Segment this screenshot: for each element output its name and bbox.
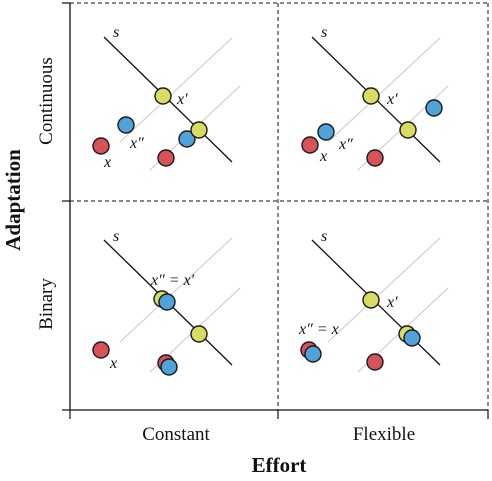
s-label: s — [113, 228, 119, 245]
yellow-point — [154, 87, 172, 105]
yellow-point — [399, 121, 417, 139]
panel-binary-constant: s x x″ = x′ — [92, 228, 241, 376]
y-category-binary: Binary — [36, 278, 57, 330]
red-point — [301, 136, 319, 154]
x-prime-label: x′ — [176, 91, 188, 108]
red-point — [366, 353, 384, 371]
blue-point — [403, 329, 421, 347]
s-label: s — [113, 24, 119, 41]
blue-point — [304, 345, 322, 363]
panel-binary-flexible: s x′ x″ = x — [298, 228, 449, 373]
blue-point — [425, 99, 443, 117]
s-label: s — [321, 228, 327, 245]
blue-point — [317, 123, 335, 141]
yellow-point — [190, 325, 208, 343]
x-prime-label: x′ — [386, 294, 398, 311]
x-double-prime-equals-x-label: x″ = x — [298, 321, 339, 338]
red-point — [92, 137, 110, 155]
red-point — [366, 149, 384, 167]
x-axis-title: Effort — [252, 453, 307, 476]
yellow-point — [362, 291, 380, 309]
panel-continuous-flexible: s x x′ x″ — [301, 24, 449, 171]
y-axis-title: Adaptation — [1, 149, 25, 251]
frame — [69, 2, 489, 411]
x-category-flexible: Flexible — [353, 424, 415, 445]
blue-point — [158, 293, 176, 311]
guide-line — [119, 237, 233, 343]
yellow-point — [190, 121, 208, 139]
x-label: x — [109, 355, 117, 372]
guide-line — [327, 237, 441, 343]
yellow-point — [362, 87, 380, 105]
red-point — [157, 149, 175, 167]
panel-continuous-constant: s x x′ x″ — [92, 24, 241, 171]
x-double-prime-equals-x-prime-label: x″ = x′ — [150, 272, 195, 289]
blue-point — [117, 116, 135, 134]
x-double-prime-label: x″ — [338, 136, 353, 153]
blue-point — [160, 358, 178, 376]
x-category-constant: Constant — [142, 424, 210, 445]
x-label: x — [319, 148, 327, 165]
ticks — [62, 2, 489, 419]
guide-line — [119, 37, 233, 143]
red-point — [92, 341, 110, 359]
blue-point — [178, 130, 196, 148]
x-label: x — [103, 154, 111, 171]
s-label: s — [321, 24, 327, 41]
x-double-prime-label: x″ — [129, 135, 144, 152]
guide-line — [327, 37, 441, 143]
y-category-continuous: Continuous — [36, 57, 57, 145]
x-prime-label: x′ — [386, 91, 398, 108]
